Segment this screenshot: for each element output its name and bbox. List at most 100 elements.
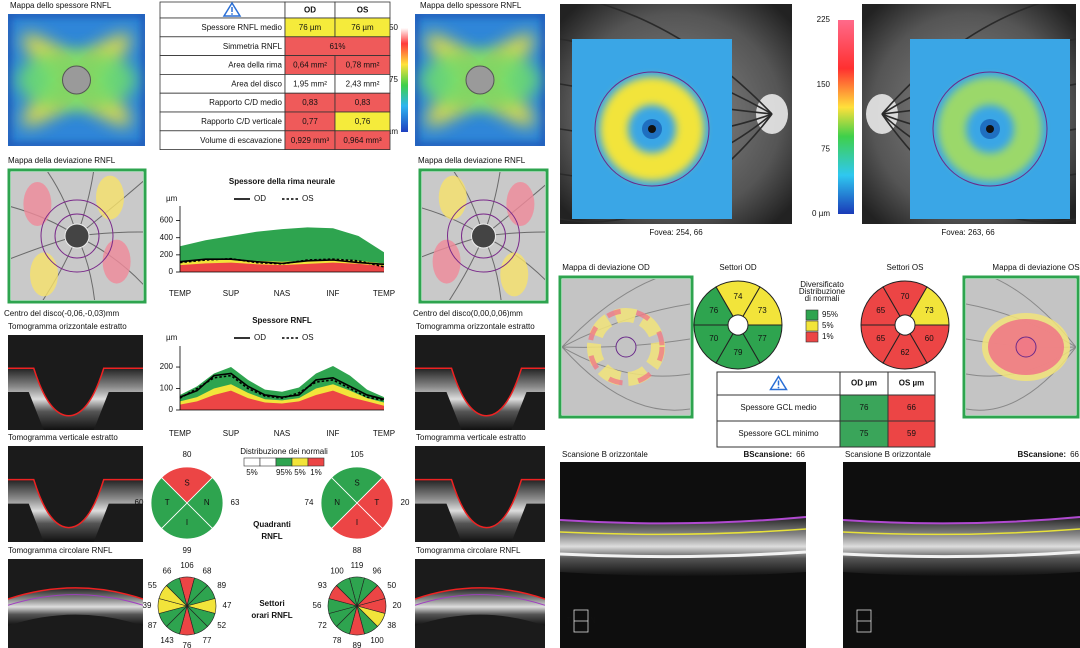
cell-value: 66 — [907, 403, 916, 412]
ilm-line — [8, 367, 143, 417]
warning-icon — [222, 1, 242, 17]
vessel — [598, 4, 773, 115]
clock-value: 38 — [387, 621, 396, 630]
clock-sector — [336, 577, 358, 608]
table-header: OS — [357, 6, 369, 15]
row-label: Spessore GCL medio — [740, 403, 817, 412]
x-tick-label: TEMP — [169, 429, 191, 438]
cell-value: 0,83 — [302, 98, 318, 107]
y-tick-label: 400 — [160, 233, 174, 242]
cell-value: 76 — [860, 403, 869, 412]
quadrant-letter: I — [186, 518, 188, 527]
gcl-sector — [860, 286, 901, 326]
color-scale — [838, 20, 854, 214]
legend-label: OD — [254, 194, 266, 203]
sector-value: 65 — [876, 306, 885, 315]
axis-unit: µm — [166, 333, 178, 342]
vessel — [562, 346, 690, 377]
quadrant — [330, 466, 384, 504]
tomogram-title: Tomogramma circolare RNFL — [8, 546, 113, 555]
legend-swatch — [805, 331, 819, 343]
quadrant — [186, 476, 224, 530]
gcl-sector — [742, 324, 783, 364]
clock-value: 119 — [351, 561, 364, 570]
scale-tick-label: 150 — [817, 80, 831, 89]
scale-tick-label: 75 — [821, 144, 830, 153]
sector-value: 74 — [734, 292, 743, 301]
vessel — [562, 346, 690, 411]
quadrant-value: 74 — [305, 498, 314, 507]
measure-ring — [40, 199, 114, 273]
deviation-patch — [23, 182, 52, 226]
cell-value: 59 — [907, 429, 916, 438]
legend-label: 95% — [276, 468, 292, 477]
ilm-line — [843, 516, 1080, 525]
quadrant — [330, 502, 384, 540]
legend-label: 95% — [822, 310, 838, 319]
quadrant-value: 63 — [231, 498, 240, 507]
normal-band — [180, 262, 384, 272]
clock-value: 77 — [203, 636, 212, 645]
map-title: Mappa dello spessore RNFL — [10, 1, 112, 10]
legend-label: OD — [254, 333, 266, 342]
disc-center: Centro del disco(0,00,0,06)mm — [413, 309, 523, 318]
measure-ring — [54, 213, 100, 259]
map-frame — [418, 168, 549, 304]
table-cell — [887, 420, 936, 448]
legend-label: OS — [302, 194, 314, 203]
scan-label: BScansione: — [744, 450, 792, 459]
gcl-sector — [715, 332, 761, 370]
clock-value: 50 — [387, 581, 396, 590]
x-tick-label: SUP — [223, 289, 239, 298]
map-title: Mappa di deviazione OD — [562, 263, 650, 272]
cell-value: 0,77 — [302, 117, 318, 126]
fovea-ring — [1015, 336, 1037, 358]
gcl-deviation-map — [966, 279, 1076, 415]
fovea-center — [986, 125, 994, 133]
gcl-sector — [882, 332, 928, 370]
quadrant-value: 20 — [401, 498, 410, 507]
tomogram-title: Tomogramma orizzontale estratto — [8, 322, 127, 331]
x-tick-label: NAS — [274, 429, 290, 438]
x-tick-label: TEMP — [373, 429, 395, 438]
map-title: Mappa dello spessore RNFL — [420, 1, 522, 10]
orientation-label: T — [874, 616, 879, 625]
cell-value: 0,964 mm³ — [343, 136, 382, 145]
clock-value: 96 — [373, 566, 382, 575]
legend-swatch — [259, 457, 277, 467]
deviation-patch — [506, 182, 535, 226]
quadrant-value: 80 — [183, 450, 192, 459]
quadrant-letter: N — [334, 498, 340, 507]
quadrant-letter: S — [354, 478, 359, 487]
gcl-sector — [715, 280, 761, 318]
disc-center: Centro del disco(-0,06,-0,03)mm — [4, 309, 119, 318]
sector-value: 65 — [876, 334, 885, 343]
map-title: Mappa della deviazione RNFL — [418, 156, 526, 165]
table-cell — [334, 130, 391, 151]
axis-unit: µm — [166, 194, 178, 203]
scan-label: BScansione: — [1018, 450, 1066, 459]
measure-ring — [594, 71, 710, 187]
x-tick-label: NAS — [274, 289, 290, 298]
gcl-sector — [693, 286, 734, 326]
sector-value: 73 — [925, 306, 934, 315]
ilm-line — [415, 478, 545, 529]
y-tick-label: 200 — [160, 362, 174, 371]
warning-icon — [769, 375, 788, 391]
cell-value: 1,95 mm² — [293, 79, 327, 88]
map-frame — [7, 168, 147, 304]
rnfl-line — [8, 594, 143, 606]
quadrant-letter: T — [165, 498, 170, 507]
legend-label: OS — [302, 333, 314, 342]
table-header-cell — [159, 1, 286, 19]
retina-layers — [415, 479, 545, 542]
clock-value: 100 — [370, 636, 384, 645]
legend-title: di normali — [805, 294, 840, 303]
legend-label: 5% — [294, 468, 306, 477]
thickness-line — [179, 372, 385, 401]
cell-value: 0,76 — [355, 117, 371, 126]
color-scale — [401, 28, 408, 132]
